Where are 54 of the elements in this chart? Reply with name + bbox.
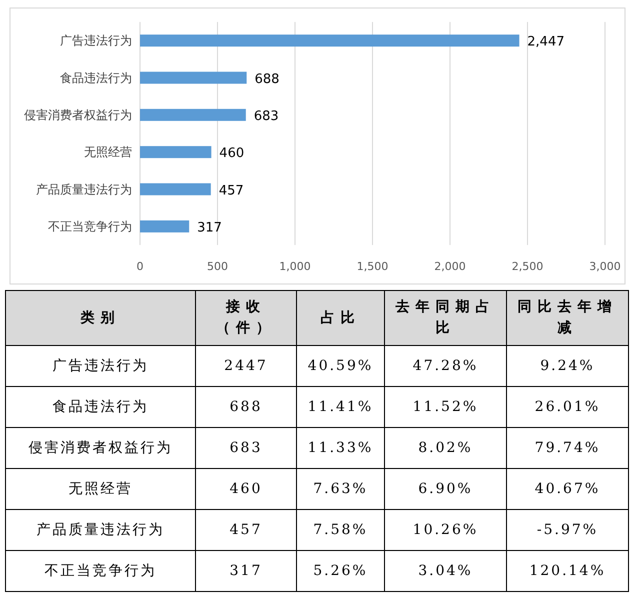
x-tick-label: 2,000: [434, 260, 466, 273]
bar: [140, 146, 212, 158]
y-tick-label: 食品违法行为: [60, 70, 132, 85]
data-label: 11.52%: [384, 386, 506, 428]
data-label: 683: [196, 428, 296, 468]
data-label: 688: [254, 72, 280, 87]
x-tick-label: 3,000: [589, 260, 621, 273]
bar: [140, 183, 211, 196]
data-label: 120.14%: [506, 550, 628, 592]
y-tick-label: 不正当竞争行为: [48, 219, 132, 234]
data-label: 40.67%: [506, 468, 628, 510]
data-label: 7.58%: [296, 510, 384, 550]
data-label: 79.74%: [506, 428, 628, 468]
data-label: 40.59%: [296, 346, 384, 386]
text: 类别: [6, 290, 196, 346]
text: 去年同期占比: [384, 290, 506, 346]
x-tick-label: 0: [136, 260, 144, 273]
text: 占比: [296, 290, 384, 346]
data-label: 9.24%: [506, 346, 628, 386]
data-label: 457: [196, 510, 296, 550]
data-label: 460: [196, 468, 296, 510]
data-label: 11.33%: [296, 428, 384, 468]
data-label: 688: [196, 386, 296, 428]
bar: [140, 34, 520, 47]
data-label: 6.90%: [384, 468, 506, 510]
data-label: 460: [219, 146, 244, 162]
data-label: 317: [196, 550, 296, 592]
x-tick-label: 2,500: [512, 260, 544, 273]
x-tick-label: 1,500: [356, 260, 388, 273]
y-tick-label: 产品质量违法行为: [36, 182, 132, 196]
bar: [140, 220, 190, 232]
data-label: 47.28%: [384, 346, 506, 386]
data-label: 26.01%: [506, 386, 628, 428]
y-tick-label: 广告违法行为: [60, 34, 132, 48]
text: 接收（件）: [196, 290, 296, 346]
data-label: 2447: [196, 346, 296, 386]
data-label: 3.04%: [384, 550, 506, 592]
data-label: 5.26%: [296, 550, 384, 592]
data-label: 7.63%: [296, 468, 384, 510]
text: 同比去年增减: [506, 290, 628, 346]
data-label: 11.41%: [296, 386, 384, 428]
bar: [140, 72, 247, 84]
data-label: -5.97%: [506, 510, 628, 550]
data-label: 10.26%: [384, 510, 506, 550]
bar: [140, 108, 246, 121]
data-label: 317: [197, 220, 222, 236]
y-tick-label: 侵害消费者权益行为: [24, 108, 132, 122]
x-tick-label: 1,000: [279, 260, 311, 273]
data-label: 683: [254, 108, 279, 124]
y-tick-label: 无照经营: [84, 145, 132, 160]
data-label: 457: [218, 183, 244, 198]
data-label: 8.02%: [384, 428, 506, 468]
data-label: 2,447: [527, 34, 565, 50]
x-tick-label: 500: [207, 260, 228, 273]
